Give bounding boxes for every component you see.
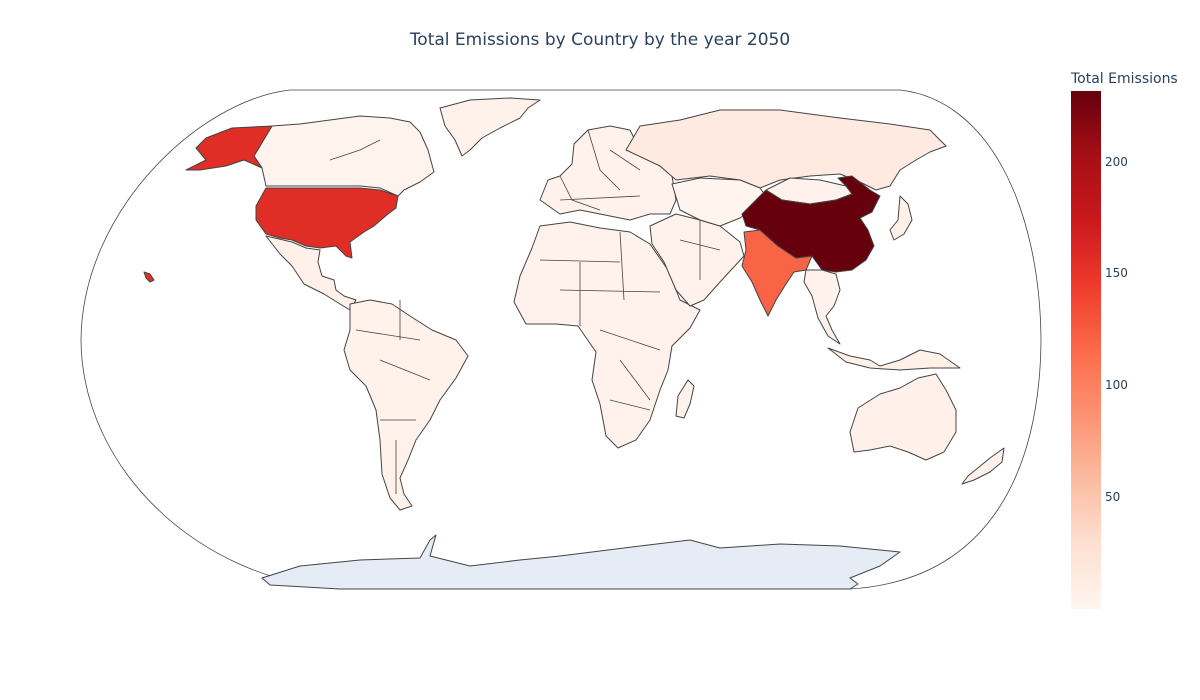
colorbar-tick-label: 100 xyxy=(1105,378,1128,392)
colorbar-tick-label: 200 xyxy=(1105,155,1128,169)
colorbar-title: Total Emissions xyxy=(1071,71,1178,87)
colorbar-tick-label: 150 xyxy=(1105,266,1128,280)
colorbar-tick-label: 50 xyxy=(1105,490,1120,504)
colorbar xyxy=(1071,91,1101,609)
canada[interactable] xyxy=(254,116,434,196)
